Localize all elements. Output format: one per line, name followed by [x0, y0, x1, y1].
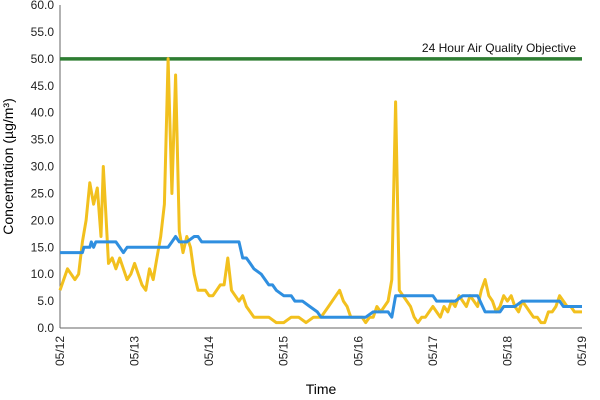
y-tick-label: 45.0	[31, 79, 55, 93]
y-tick-label: 20.0	[31, 213, 55, 227]
series-line-1	[58, 57, 582, 325]
y-tick-label: 50.0	[31, 52, 55, 66]
x-tick-label: 05/14	[202, 336, 216, 366]
x-tick-label: 05/12	[53, 336, 67, 366]
x-tick-label: 05/19	[575, 336, 589, 366]
x-tick-labels: 05/12 05/13 05/14 05/15 05/16 05/17 05/18 05/19	[53, 336, 589, 366]
y-tick-label: 0.0	[37, 321, 54, 335]
y-tick-label: 55.0	[31, 25, 55, 39]
y-tick-labels: 0.0 5.0 10.0 15.0 20.0 25.0 30.0 35.0 40.0 45.0 50…	[31, 0, 55, 335]
y-tick-label: 35.0	[31, 133, 55, 147]
y-tick-label: 5.0	[37, 294, 54, 308]
air-quality-objective-label: 24 Hour Air Quality Objective	[422, 41, 576, 55]
y-tick-label: 60.0	[31, 0, 55, 12]
x-tick-label: 05/17	[426, 336, 440, 366]
plot-area: 0.0 5.0 10.0 15.0 20.0 25.0 30.0 35.0 40.0 45.0 50…	[31, 0, 589, 366]
x-axis-title: Time	[306, 381, 337, 397]
y-tick-label: 25.0	[31, 186, 55, 200]
x-tick-label: 05/16	[351, 336, 365, 366]
series-group	[58, 57, 582, 325]
x-tick-label: 05/18	[500, 336, 514, 366]
x-tick-label: 05/13	[128, 336, 142, 366]
y-tick-label: 15.0	[31, 240, 55, 254]
y-tick-label: 40.0	[31, 106, 55, 120]
y-tick-label: 10.0	[31, 267, 55, 281]
x-tick-label: 05/15	[277, 336, 291, 366]
series-line-2	[60, 235, 582, 319]
y-axis-title: Concentration (µg/m³)	[0, 98, 16, 234]
y-tick-label: 30.0	[31, 160, 55, 174]
